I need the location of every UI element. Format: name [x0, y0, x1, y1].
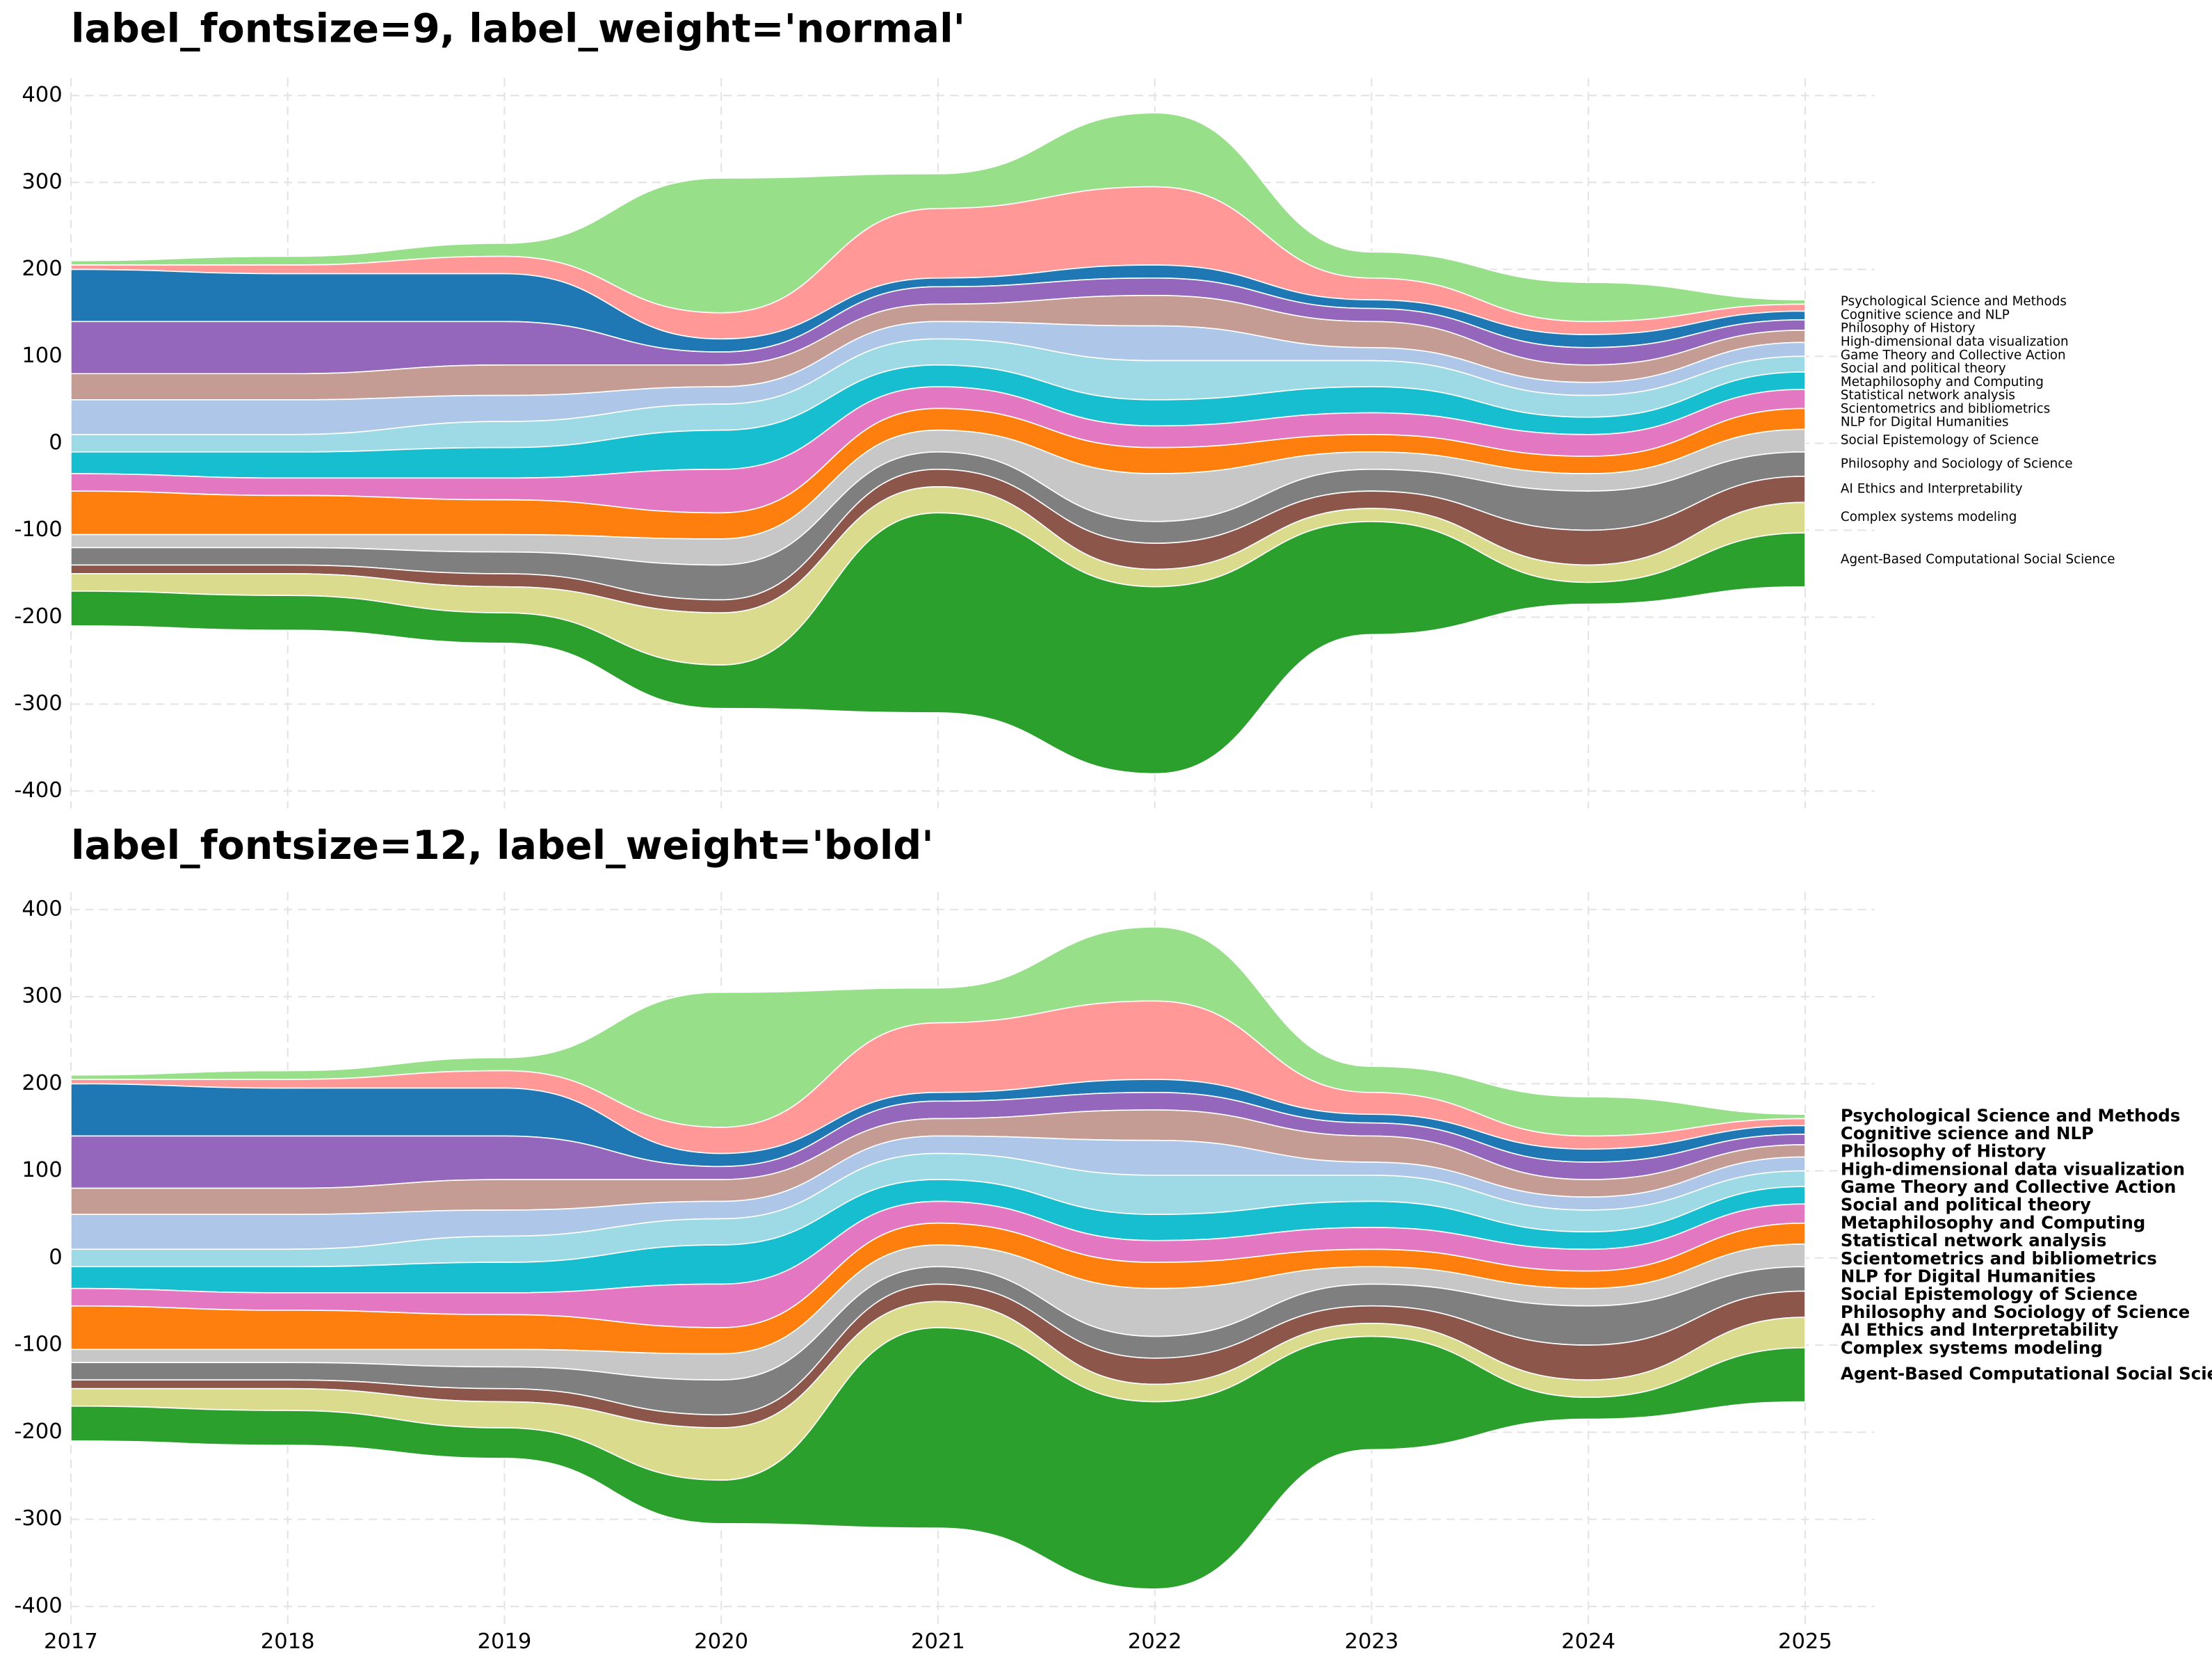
stream-band	[70, 1327, 1806, 1590]
chart-title: label_fontsize=9, label_weight='normal'	[71, 6, 965, 52]
series-label: Psychological Science and Methods	[1841, 1105, 2181, 1125]
y-tick-label: -200	[14, 1419, 62, 1444]
series-label: Statistical network analysis	[1841, 388, 2015, 403]
y-tick-label: 100	[22, 1158, 62, 1182]
x-tick-label: 2022	[1128, 1629, 1182, 1654]
x-tick-label: 2018	[261, 1629, 315, 1654]
series-label: Cognitive science and NLP	[1841, 307, 2010, 322]
series-label: Social Epistemology of Science	[1841, 433, 2039, 448]
y-tick-label: -100	[14, 1333, 62, 1357]
series-label: Metaphilosophy and Computing	[1841, 1212, 2145, 1232]
series-label: Philosophy and Sociology of Science	[1841, 456, 2073, 471]
y-tick-label: 0	[49, 430, 62, 455]
series-label: Complex systems modeling	[1841, 1337, 2103, 1358]
series-label: Social and political theory	[1841, 362, 2006, 376]
series-label: Social Epistemology of Science	[1841, 1284, 2138, 1304]
y-tick-label: -200	[14, 604, 62, 629]
stream-band	[70, 512, 1806, 775]
series-label: Social and political theory	[1841, 1195, 2091, 1215]
series-label: Psychological Science and Methods	[1841, 294, 2067, 309]
series-label: Agent-Based Computational Social Science	[1841, 1364, 2212, 1384]
series-label: Game Theory and Collective Action	[1841, 348, 2066, 362]
y-tick-label: -300	[14, 691, 62, 716]
y-tick-label: 400	[22, 83, 62, 107]
series-label: Statistical network analysis	[1841, 1230, 2107, 1250]
panel: label_fontsize=12, label_weight='bold' -4…	[14, 823, 2212, 1654]
series-label: High-dimensional data visualization	[1841, 1159, 2185, 1179]
series-label: NLP for Digital Humanities	[1841, 1266, 2096, 1287]
series-label: Game Theory and Collective Action	[1841, 1177, 2176, 1197]
y-tick-label: 300	[22, 170, 62, 194]
y-tick-label: 200	[22, 1071, 62, 1095]
x-tick-label: 2020	[694, 1629, 748, 1654]
series-label: Scientometrics and bibliometrics	[1841, 401, 2050, 416]
series-label: High-dimensional data visualization	[1841, 335, 2069, 349]
x-tick-label: 2017	[44, 1629, 98, 1654]
y-tick-label: -400	[14, 1593, 62, 1618]
y-tick-label: 0	[49, 1245, 62, 1269]
x-tick-label: 2025	[1778, 1629, 1832, 1654]
y-tick-label: 100	[22, 344, 62, 368]
series-label: Philosophy and Sociology of Science	[1841, 1302, 2190, 1322]
y-tick-label: -300	[14, 1506, 62, 1531]
x-tick-label: 2024	[1561, 1629, 1615, 1654]
series-label: Philosophy of History	[1841, 1141, 2046, 1161]
x-tick-label: 2023	[1345, 1629, 1399, 1654]
series-label: Metaphilosophy and Computing	[1841, 375, 2044, 389]
series-label: AI Ethics and Interpretability	[1841, 1320, 2119, 1340]
y-tick-label: -400	[14, 778, 62, 803]
series-label: Agent-Based Computational Social Science	[1841, 552, 2115, 567]
chart-title: label_fontsize=12, label_weight='bold'	[71, 823, 934, 869]
series-label: Scientometrics and bibliometrics	[1841, 1248, 2157, 1269]
series-label: Philosophy of History	[1841, 321, 1976, 336]
y-tick-label: -100	[14, 517, 62, 542]
y-tick-label: 400	[22, 896, 62, 921]
x-tick-label: 2021	[911, 1629, 965, 1654]
series-label: Complex systems modeling	[1841, 510, 2017, 524]
x-tick-label: 2019	[478, 1629, 532, 1654]
y-tick-label: 200	[22, 257, 62, 281]
series-label: NLP for Digital Humanities	[1841, 415, 2009, 430]
y-tick-label: 300	[22, 984, 62, 1008]
series-label: Cognitive science and NLP	[1841, 1123, 2094, 1143]
series-label: AI Ethics and Interpretability	[1841, 482, 2023, 497]
panel: label_fontsize=9, label_weight='normal' -…	[14, 6, 2115, 809]
